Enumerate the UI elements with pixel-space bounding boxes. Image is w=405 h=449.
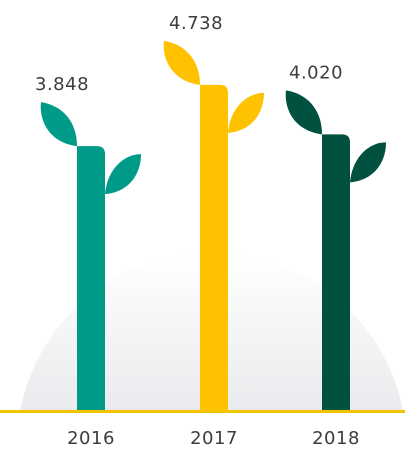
value-label-2018: 4.020: [289, 62, 343, 83]
leaf-left-2018: [285, 90, 322, 135]
x-tick-label-2017: 2017: [190, 428, 238, 449]
bar-2016: [77, 146, 105, 411]
x-tick-label-2018: 2018: [312, 428, 360, 449]
bar-2018: [322, 134, 350, 411]
leaf-left-2017: [163, 40, 200, 85]
leaf-right-2016: [105, 154, 141, 195]
leaf-right-2018: [350, 142, 386, 183]
leaf-left-2016: [40, 102, 77, 147]
value-label-2016: 3.848: [35, 74, 89, 95]
x-tick-label-2016: 2016: [67, 428, 115, 449]
x-axis-baseline: [0, 410, 405, 413]
bar-2017: [200, 84, 228, 411]
leaf-right-2017: [228, 92, 264, 133]
chart-marks: 3.848 2016 4.738 2017 4.020 2018: [35, 13, 386, 449]
value-label-2017: 4.738: [169, 13, 223, 34]
